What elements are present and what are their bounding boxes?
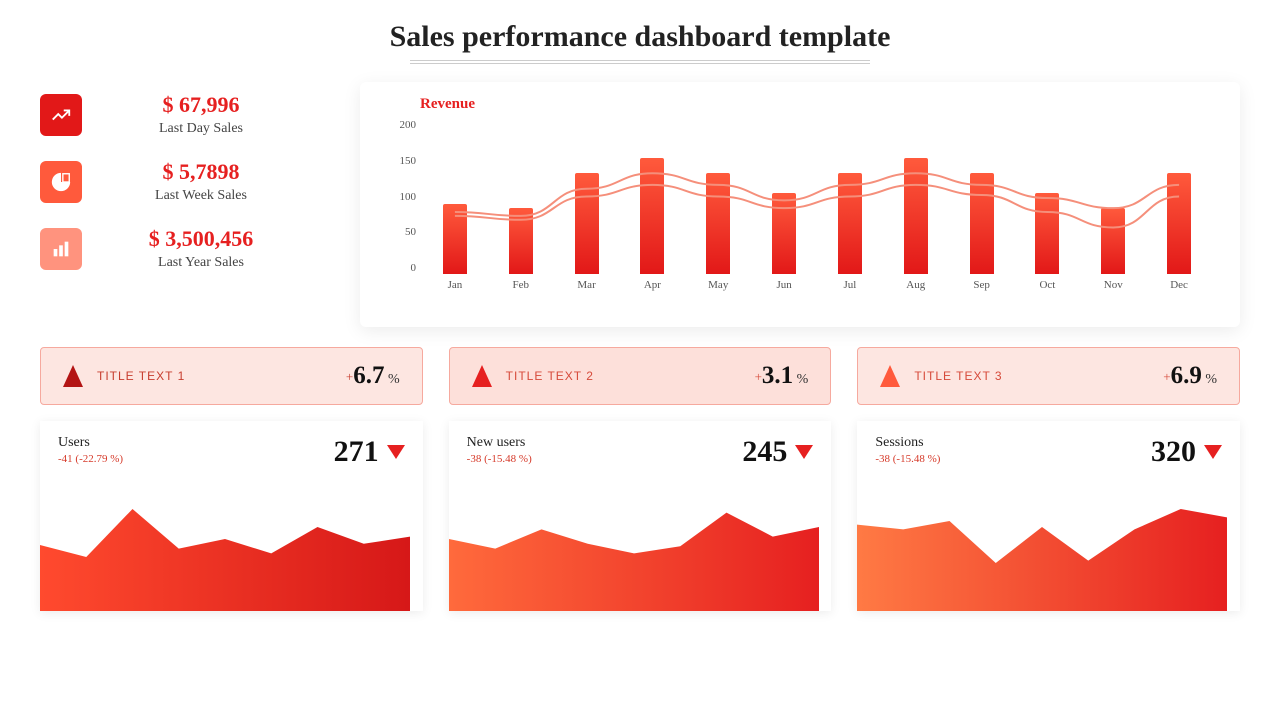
x-axis-label: Dec <box>1159 279 1199 291</box>
kpi-value: $ 67,996 <box>102 92 300 118</box>
kpi-value: $ 5,7898 <box>102 159 300 185</box>
title-card: TITLE TEXT 3 +6.9 % <box>857 347 1240 405</box>
title-card-label: TITLE TEXT 2 <box>506 369 594 383</box>
kpi-label: Last Day Sales <box>102 121 300 137</box>
revenue-bar <box>1035 193 1059 274</box>
page-title: Sales performance dashboard template <box>40 20 1240 54</box>
mini-chart-card: New users -38 (-15.48 %) 245 <box>449 421 832 611</box>
mini-area-chart <box>857 491 1227 611</box>
mini-delta: -38 (-15.48 %) <box>875 453 940 465</box>
mini-chart-card: Sessions -38 (-15.48 %) 320 <box>857 421 1240 611</box>
mini-title: New users <box>467 435 532 451</box>
kpi-column: $ 67,996 Last Day Sales $ 5,7898 Last We… <box>40 82 340 327</box>
revenue-chart-title: Revenue <box>420 96 1218 113</box>
x-axis-label: Aug <box>896 279 936 291</box>
mini-delta: -38 (-15.48 %) <box>467 453 532 465</box>
pie-report-icon <box>40 161 82 203</box>
kpi-item: $ 5,7898 Last Week Sales <box>40 159 340 204</box>
x-axis-label: Oct <box>1027 279 1067 291</box>
revenue-bar <box>772 193 796 274</box>
kpi-value: $ 3,500,456 <box>102 226 300 252</box>
title-card-value: +3.1 % <box>755 362 809 390</box>
x-axis-label: May <box>698 279 738 291</box>
revenue-bar <box>1167 173 1191 274</box>
x-axis-label: Sep <box>962 279 1002 291</box>
mini-value: 271 <box>334 435 379 469</box>
revenue-bar <box>970 173 994 274</box>
kpi-label: Last Week Sales <box>102 188 300 204</box>
line-chart-up-icon <box>40 94 82 136</box>
triangle-down-icon <box>1204 445 1222 459</box>
title-cards-row: TITLE TEXT 1 +6.7 % TITLE TEXT 2 +3.1 % … <box>40 347 1240 405</box>
revenue-bar <box>640 158 664 274</box>
revenue-bar <box>509 208 533 274</box>
revenue-bar <box>575 173 599 274</box>
mini-charts-row: Users -41 (-22.79 %) 271 New users -38 (… <box>40 421 1240 611</box>
title-card-value: +6.7 % <box>346 362 400 390</box>
mini-title: Sessions <box>875 435 940 451</box>
revenue-bar <box>904 158 928 274</box>
triangle-up-icon <box>63 365 83 387</box>
title-card-label: TITLE TEXT 3 <box>914 369 1002 383</box>
mini-value: 320 <box>1151 435 1196 469</box>
revenue-chart-card: Revenue 050100150200JanFebMarAprMayJunJu… <box>360 82 1240 327</box>
revenue-bar <box>443 204 467 274</box>
x-axis-label: Nov <box>1093 279 1133 291</box>
mini-title: Users <box>58 435 123 451</box>
triangle-up-icon <box>880 365 900 387</box>
revenue-bar <box>1101 208 1125 274</box>
title-card: TITLE TEXT 1 +6.7 % <box>40 347 423 405</box>
mini-chart-card: Users -41 (-22.79 %) 271 <box>40 421 423 611</box>
title-card-value: +6.9 % <box>1163 362 1217 390</box>
mini-value: 245 <box>742 435 787 469</box>
kpi-item: $ 3,500,456 Last Year Sales <box>40 226 340 271</box>
x-axis-label: Feb <box>501 279 541 291</box>
bar-chart-icon <box>40 228 82 270</box>
mini-area-chart <box>449 491 819 611</box>
kpi-label: Last Year Sales <box>102 255 300 271</box>
title-card-label: TITLE TEXT 1 <box>97 369 185 383</box>
x-axis-label: Jan <box>435 279 475 291</box>
triangle-down-icon <box>387 445 405 459</box>
top-row: $ 67,996 Last Day Sales $ 5,7898 Last We… <box>40 82 1240 327</box>
title-divider <box>410 60 870 64</box>
kpi-item: $ 67,996 Last Day Sales <box>40 92 340 137</box>
triangle-up-icon <box>472 365 492 387</box>
x-axis-label: Jun <box>764 279 804 291</box>
x-axis-label: Mar <box>567 279 607 291</box>
x-axis-label: Jul <box>830 279 870 291</box>
x-axis-label: Apr <box>632 279 672 291</box>
title-card: TITLE TEXT 2 +3.1 % <box>449 347 832 405</box>
mini-delta: -41 (-22.79 %) <box>58 453 123 465</box>
revenue-chart-area: 050100150200JanFebMarAprMayJunJulAugSepO… <box>382 119 1218 304</box>
revenue-bar <box>706 173 730 274</box>
mini-area-chart <box>40 491 410 611</box>
revenue-bar <box>838 173 862 274</box>
triangle-down-icon <box>795 445 813 459</box>
